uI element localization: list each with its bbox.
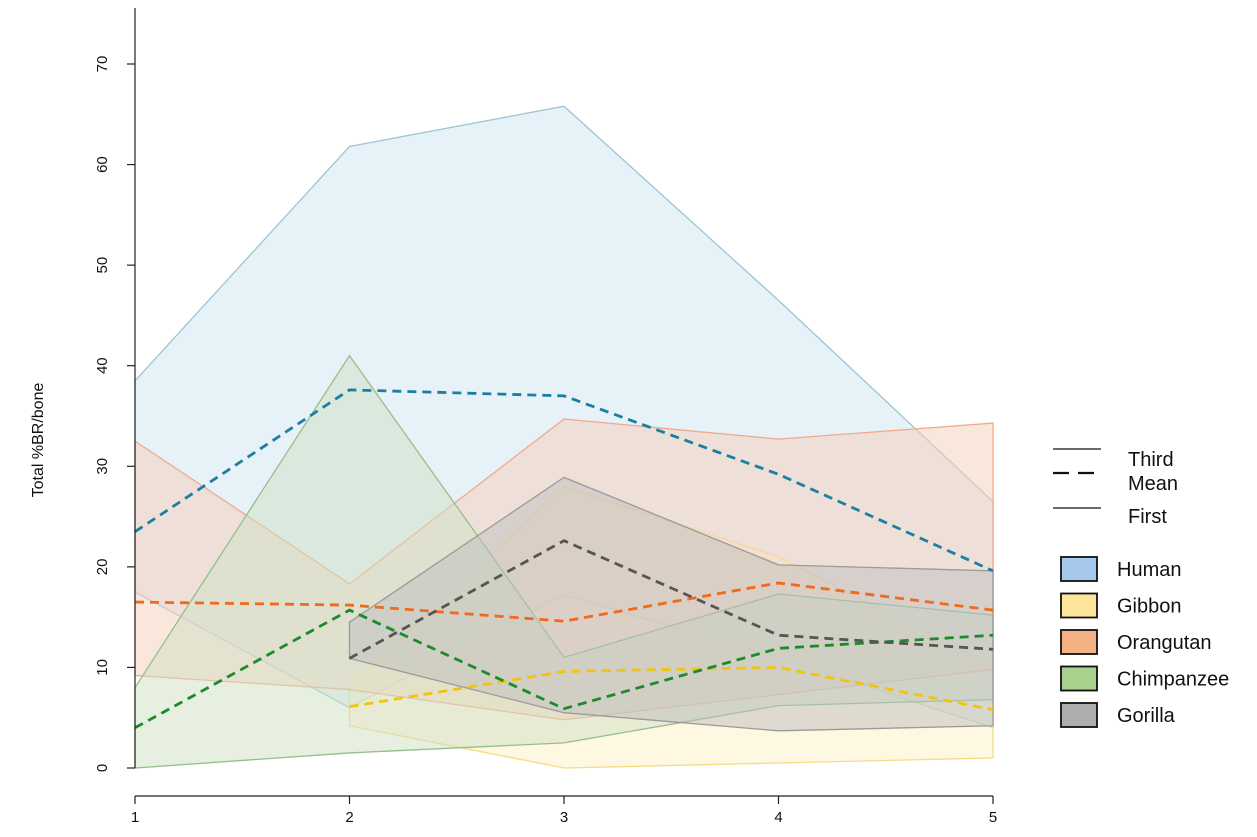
x-tick-label: 3: [560, 809, 568, 826]
human-mean-line: [134, 388, 994, 573]
legend-chimpanzee-label: Chimpanzee: [1117, 669, 1229, 691]
y-tick-label: 30: [94, 458, 111, 475]
axes: 0 10 20 30 40 50 60 70 1 2 3 4 5: [94, 8, 997, 826]
legend-third-label: Third: [1128, 449, 1174, 471]
y-tick-label: 40: [94, 357, 111, 374]
legend-first-label: First: [1128, 506, 1167, 528]
y-tick-label: 60: [94, 156, 111, 173]
legend-gibbon-label: Gibbon: [1117, 596, 1182, 618]
orangutan-mean-line: [134, 581, 994, 623]
legend-orangutan-label: Orangutan: [1117, 632, 1212, 654]
legend-gorilla-label: Gorilla: [1117, 705, 1176, 727]
x-tick-label: 2: [345, 809, 353, 826]
legend-gorilla-swatch: [1060, 702, 1098, 728]
y-tick-label: 20: [94, 559, 111, 576]
x-tick-label: 5: [989, 809, 997, 826]
x-tick-label: 1: [131, 809, 139, 826]
legend-human-label: Human: [1117, 559, 1181, 581]
legend-chimpanzee-swatch: [1060, 665, 1098, 692]
series-bands: [134, 105, 994, 769]
gorilla-mean-line: [348, 539, 994, 660]
series-mean-lines: [134, 388, 994, 729]
legend-mean-label: Mean: [1128, 473, 1178, 495]
gorilla-band: [348, 476, 994, 732]
x-tick-label: 4: [774, 809, 782, 826]
chimpanzee-mean-line: [134, 608, 994, 729]
legend-orangutan-swatch: [1060, 629, 1098, 655]
y-tick-label: 10: [94, 659, 111, 676]
y-tick-label: 0: [94, 764, 111, 772]
y-tick-label: 50: [94, 257, 111, 274]
y-axis-title: Total %BR/bone: [30, 383, 47, 498]
legend-gibbon-swatch: [1060, 592, 1098, 619]
y-tick-label: 70: [94, 56, 111, 73]
gibbon-mean-line: [349, 666, 994, 712]
legend-human-swatch: [1060, 556, 1098, 582]
